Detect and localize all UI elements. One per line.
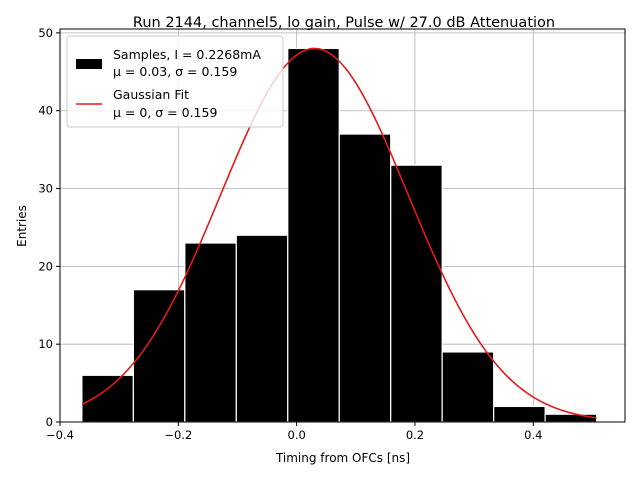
y-tick-label-1: 10 <box>38 337 53 351</box>
legend-samples-label: Samples, I = 0.2268mA <box>113 47 261 62</box>
x-tick-label-3: 0.2 <box>406 428 424 442</box>
histogram-bar-0 <box>81 374 134 423</box>
histogram-bars <box>81 47 598 423</box>
legend-fit-label: Gaussian Fit <box>113 87 189 102</box>
legend-box <box>66 35 284 128</box>
y-tick-label-3: 30 <box>38 182 53 196</box>
legend-samples-swatch <box>76 59 102 69</box>
legend-samples-stats: μ = 0.03, σ = 0.159 <box>113 64 237 79</box>
histogram-bar-5 <box>338 133 392 423</box>
x-tick-label-0: −0.4 <box>46 428 74 442</box>
y-tick-label-0: 0 <box>46 415 53 429</box>
gaussian-fit-curve <box>81 47 597 419</box>
plot-frame <box>59 28 626 423</box>
y-axis-label: Entries <box>15 205 29 247</box>
y-tick-label-2: 20 <box>38 259 53 273</box>
x-tick-label-4: 0.4 <box>524 428 542 442</box>
histogram-bar-2 <box>184 242 237 423</box>
histogram-bar-4 <box>287 47 340 423</box>
histogram-bar-3 <box>235 234 289 423</box>
y-tick-label-4: 40 <box>38 104 53 118</box>
legend: Samples, I = 0.2268mA μ = 0.03, σ = 0.15… <box>66 35 284 128</box>
histogram-bar-9 <box>544 413 598 423</box>
gaussian-fit <box>81 47 597 419</box>
x-tick-label-1: −0.2 <box>164 428 192 442</box>
histogram-bar-8 <box>493 405 546 423</box>
x-axis-label: Timing from OFCs [ns] <box>275 451 410 465</box>
x-axis-ticks: −0.4 −0.2 0.0 0.2 0.4 <box>46 422 542 442</box>
legend-fit-stats: μ = 0, σ = 0.159 <box>113 105 217 120</box>
histogram-bar-1 <box>132 289 186 423</box>
y-tick-label-5: 50 <box>38 26 53 40</box>
histogram-bar-7 <box>441 351 495 423</box>
histogram-bar-6 <box>390 164 443 423</box>
chart-title: Run 2144, channel5, lo gain, Pulse w/ 27… <box>133 15 555 31</box>
x-tick-label-2: 0.0 <box>288 428 306 442</box>
y-axis-ticks: 0 10 20 30 40 50 <box>38 26 60 429</box>
